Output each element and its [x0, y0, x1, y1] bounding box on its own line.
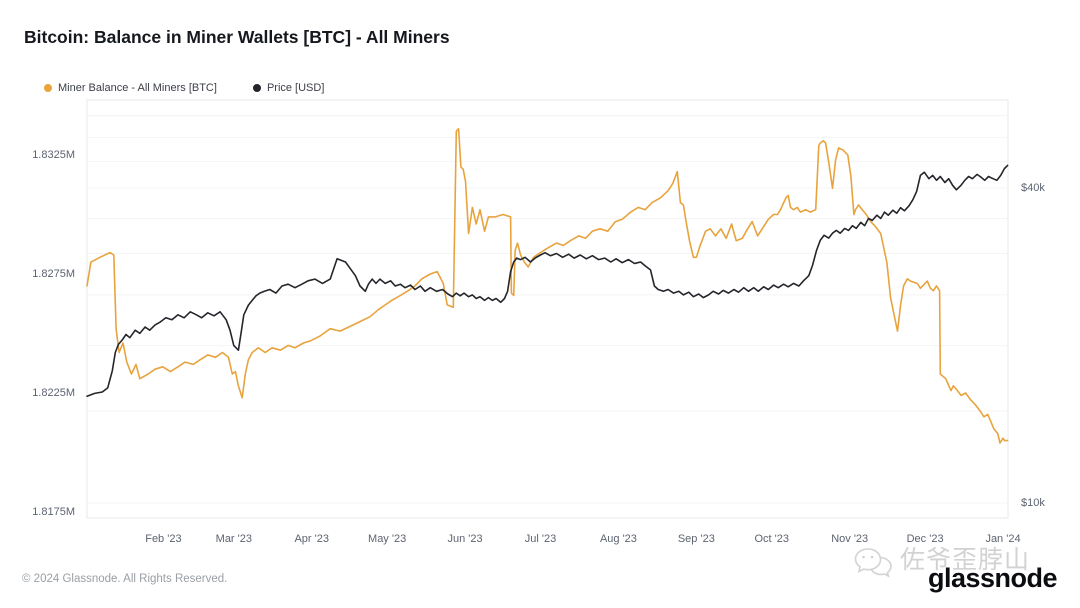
- y-left-tick: 1.8225M: [32, 387, 75, 399]
- x-tick: Jun '23: [447, 533, 483, 545]
- watermark-chinese-text: 佐爷歪脖山: [900, 546, 1031, 574]
- legend-dot-price-icon: [252, 84, 261, 92]
- x-tick: Feb '23: [145, 533, 182, 545]
- x-tick: Nov '23: [831, 533, 869, 545]
- copyright-text: © 2024 Glassnode. All Rights Reserved.: [22, 573, 228, 585]
- x-tick: Dec '23: [906, 533, 944, 545]
- chart-legend: Miner Balance - All Miners [BTC] Price […: [44, 82, 324, 94]
- x-tick: Jul '23: [524, 533, 557, 545]
- legend-item-miner-balance[interactable]: Miner Balance - All Miners [BTC]: [44, 82, 217, 94]
- y-right-tick: $40k: [1021, 182, 1045, 195]
- y-left-tick: 1.8325M: [32, 149, 75, 161]
- legend-dot-miner-balance-icon: [44, 84, 52, 92]
- x-tick: Sep '23: [677, 533, 715, 545]
- page-title: Bitcoin: Balance in Miner Wallets [BTC] …: [24, 27, 450, 47]
- x-tick: Oct '23: [754, 533, 789, 545]
- x-tick: May '23: [368, 533, 407, 545]
- x-tick: Aug '23: [599, 533, 637, 545]
- legend-label-price: Price [USD]: [266, 82, 325, 94]
- legend-label-miner-balance: Miner Balance - All Miners [BTC]: [58, 82, 217, 94]
- x-tick: Mar '23: [215, 533, 252, 545]
- legend-item-price[interactable]: Price [USD]: [252, 82, 325, 94]
- wechat-icon: [854, 548, 892, 578]
- x-tick: Jan '24: [985, 533, 1021, 545]
- x-tick: Apr '23: [294, 533, 329, 545]
- y-left-tick: 1.8175M: [32, 506, 75, 518]
- glassnode-logo: glassnode: [927, 563, 1058, 593]
- y-left-tick: 1.8275M: [32, 268, 75, 280]
- watermark: 佐爷歪脖山: [852, 546, 1030, 578]
- y-right-tick: $10k: [1021, 497, 1045, 509]
